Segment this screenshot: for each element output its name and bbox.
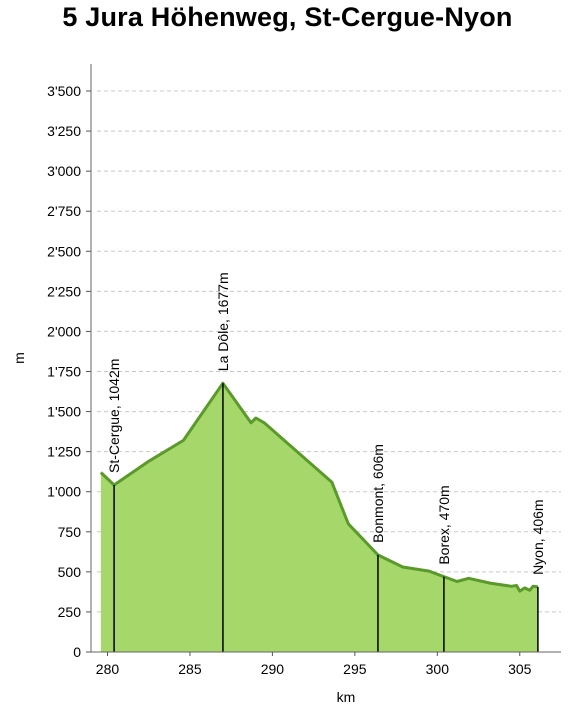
y-tick-label: 1'750: [47, 364, 81, 380]
y-tick-labels: 0 250 500 750 1'000 1'250 1'500 1'750 2'000 2'250…: [47, 83, 81, 660]
y-tick-label: 3'250: [47, 123, 81, 139]
y-tick-label: 1'250: [47, 444, 81, 460]
stop-markers: St-Cergue, 1042m La Dôle, 1677m Bonmont, 6…: [106, 272, 546, 652]
x-tick-label: 295: [343, 661, 367, 677]
chart-title: 5 Jura Höhenweg, St-Cergue-Nyon: [62, 2, 513, 32]
y-tick-label: 750: [58, 524, 82, 540]
stop-label: St-Cergue, 1042m: [106, 359, 122, 473]
profile-line: [99, 381, 539, 593]
y-axis-label: m: [11, 352, 27, 364]
x-tick-labels: 280 285 290 295 300 305: [96, 661, 532, 677]
y-tick-label: 2'500: [47, 243, 81, 259]
y-tick-label: 1'000: [47, 484, 81, 500]
stop-label: Bonmont, 606m: [370, 444, 386, 543]
x-tick-label: 290: [261, 661, 285, 677]
y-tick-label: 250: [58, 604, 82, 620]
stop-label: La Dôle, 1677m: [215, 272, 231, 371]
y-tick-label: 0: [73, 644, 81, 660]
y-tick-label: 500: [58, 564, 82, 580]
y-tick-label: 2'750: [47, 203, 81, 219]
y-tick-label: 1'500: [47, 404, 81, 420]
x-tick-label: 285: [178, 661, 202, 677]
axes: [86, 64, 561, 656]
profile-area-group: [99, 381, 539, 652]
y-tick-label: 2'250: [47, 283, 81, 299]
profile-area: [100, 383, 538, 652]
x-tick-label: 300: [426, 661, 450, 677]
stop-label: Borex, 470m: [436, 485, 452, 564]
y-tick-label: 3'000: [47, 163, 81, 179]
y-tick-label: 3'500: [47, 83, 81, 99]
x-tick-label: 305: [508, 661, 532, 677]
y-tick-label: 2'000: [47, 323, 81, 339]
x-axis-label: km: [337, 689, 356, 705]
x-tick-label: 280: [96, 661, 120, 677]
stop-label: Nyon, 406m: [530, 499, 546, 574]
